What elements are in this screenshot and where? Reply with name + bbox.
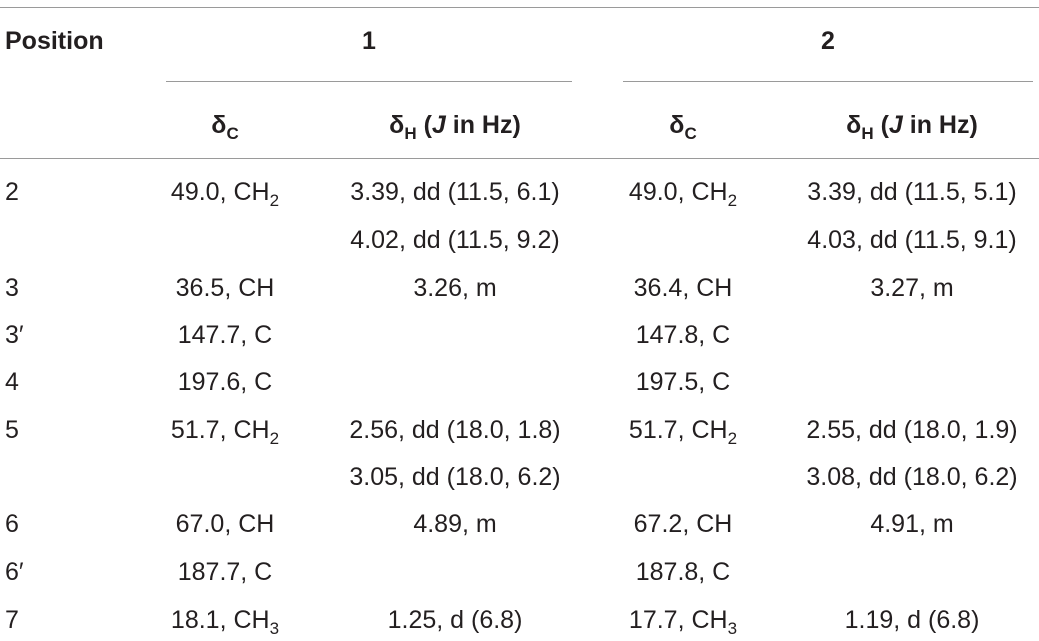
position-cell: 3′ <box>5 321 24 349</box>
position-cell: 7 <box>5 606 19 634</box>
delta-c-cell-2: 49.0, CH2 <box>628 178 738 210</box>
delta-c-cell-1: 49.0, CH2 <box>170 178 280 210</box>
delta-c-cell-2: 51.7, CH2 <box>628 416 738 448</box>
delta-h-cell-1: 3.39, dd (11.5, 6.1) <box>350 178 560 206</box>
position-cell: 6 <box>5 510 19 538</box>
delta-c-cell-1: 147.7, C <box>177 321 273 349</box>
delta-h-cell-1: 4.02, dd (11.5, 9.2) <box>350 226 560 254</box>
delta-c-cell-1: 51.7, CH2 <box>170 416 280 448</box>
delta-h-cell-2: 3.39, dd (11.5, 5.1) <box>807 178 1017 206</box>
delta-h-cell-2: 4.03, dd (11.5, 9.1) <box>807 226 1017 254</box>
position-cell: 3 <box>5 274 19 302</box>
delta-c-cell-2: 147.8, C <box>635 321 731 349</box>
delta-h-cell-1: 1.25, d (6.8) <box>387 606 523 634</box>
delta-c-cell-2: 17.7, CH3 <box>628 606 738 638</box>
delta-h-cell-2: 2.55, dd (18.0, 1.9) <box>806 416 1018 444</box>
delta-h-cell-2: 3.27, m <box>870 274 954 302</box>
delta-c-header-2: δC <box>669 111 697 143</box>
compound-1-underline <box>166 81 572 82</box>
delta-h-cell-2: 3.08, dd (18.0, 6.2) <box>806 463 1018 491</box>
delta-c-cell-2: 187.8, C <box>635 558 731 586</box>
delta-c-header-1: δC <box>211 111 239 143</box>
top-rule <box>0 7 1039 8</box>
delta-h-cell-1: 3.05, dd (18.0, 6.2) <box>349 463 561 491</box>
position-cell: 4 <box>5 368 19 396</box>
header-bottom-rule <box>0 158 1039 159</box>
position-cell: 5 <box>5 416 19 444</box>
compound-1-header: 1 <box>362 27 376 55</box>
position-header: Position <box>5 27 104 55</box>
position-cell: 2 <box>5 178 19 206</box>
position-cell: 6′ <box>5 558 24 586</box>
delta-c-cell-2: 67.2, CH <box>633 510 733 538</box>
delta-c-cell-2: 197.5, C <box>635 368 731 396</box>
delta-c-cell-1: 67.0, CH <box>175 510 275 538</box>
delta-h-header-1: δH (J in Hz) <box>389 111 521 143</box>
delta-h-cell-2: 4.91, m <box>870 510 954 538</box>
delta-c-cell-1: 36.5, CH <box>175 274 275 302</box>
delta-h-cell-1: 4.89, m <box>413 510 497 538</box>
compound-2-underline <box>623 81 1033 82</box>
delta-c-cell-2: 36.4, CH <box>633 274 733 302</box>
delta-h-header-2: δH (J in Hz) <box>846 111 978 143</box>
delta-h-cell-2: 1.19, d (6.8) <box>844 606 980 634</box>
delta-c-cell-1: 18.1, CH3 <box>170 606 280 638</box>
compound-2-header: 2 <box>821 27 835 55</box>
delta-h-cell-1: 2.56, dd (18.0, 1.8) <box>349 416 561 444</box>
delta-h-cell-1: 3.26, m <box>413 274 497 302</box>
delta-c-cell-1: 187.7, C <box>177 558 273 586</box>
delta-c-cell-1: 197.6, C <box>177 368 273 396</box>
